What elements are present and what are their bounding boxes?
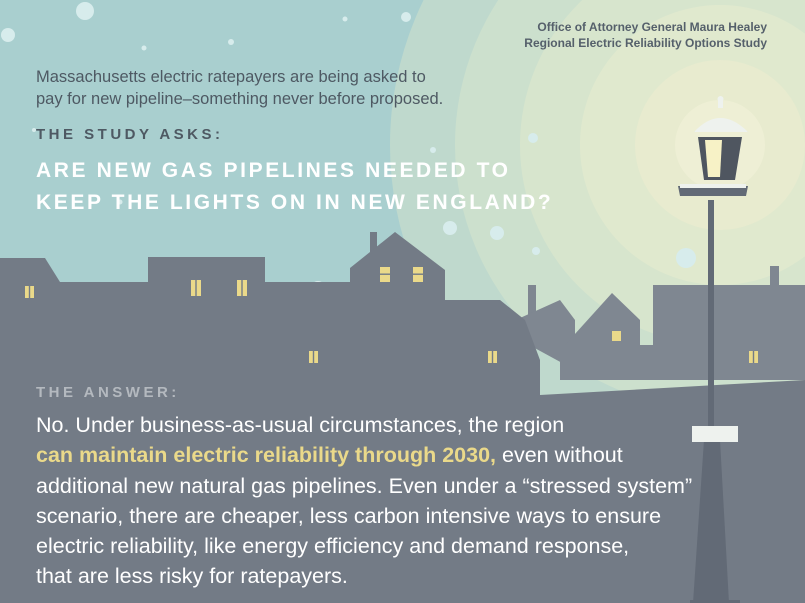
study-question: ARE NEW GAS PIPELINES NEEDED TO KEEP THE… [36,155,553,219]
office-credit: Office of Attorney General Maura Healey … [524,19,767,51]
answer-highlight: can maintain electric reliability throug… [36,443,497,468]
intro-line-1: Massachusetts electric ratepayers are be… [36,68,426,86]
office-line-2: Regional Electric Reliability Options St… [524,36,767,50]
answer-label: THE ANSWER: [36,384,180,401]
study-asks-label: THE STUDY ASKS: [36,126,224,143]
answer-line-2: can maintain electric reliability throug… [36,440,736,470]
question-line-1: ARE NEW GAS PIPELINES NEEDED TO [36,159,511,182]
office-line-1: Office of Attorney General Maura Healey [537,20,767,34]
houses-front [0,232,805,603]
answer-line-1: No. Under business-as-usual circumstance… [36,413,565,437]
answer-line-6: that are less risky for ratepayers. [36,564,348,589]
street-lamp [678,96,748,603]
intro-text: Massachusetts electric ratepayers are be… [36,66,506,110]
houses-back [520,266,805,380]
answer-line-5: electric reliability, like energy effici… [36,534,630,559]
question-line-2: KEEP THE LIGHTS ON IN NEW ENGLAND? [36,191,554,214]
answer-body: No. Under business-as-usual circumstance… [36,410,736,592]
answer-after-highlight: even without [502,443,623,468]
intro-line-2: pay for new pipeline–something never bef… [36,90,444,108]
answer-line-4: scenario, there are cheaper, less carbon… [36,503,662,528]
answer-line-3: additional new natural gas pipelines. Ev… [36,473,693,498]
